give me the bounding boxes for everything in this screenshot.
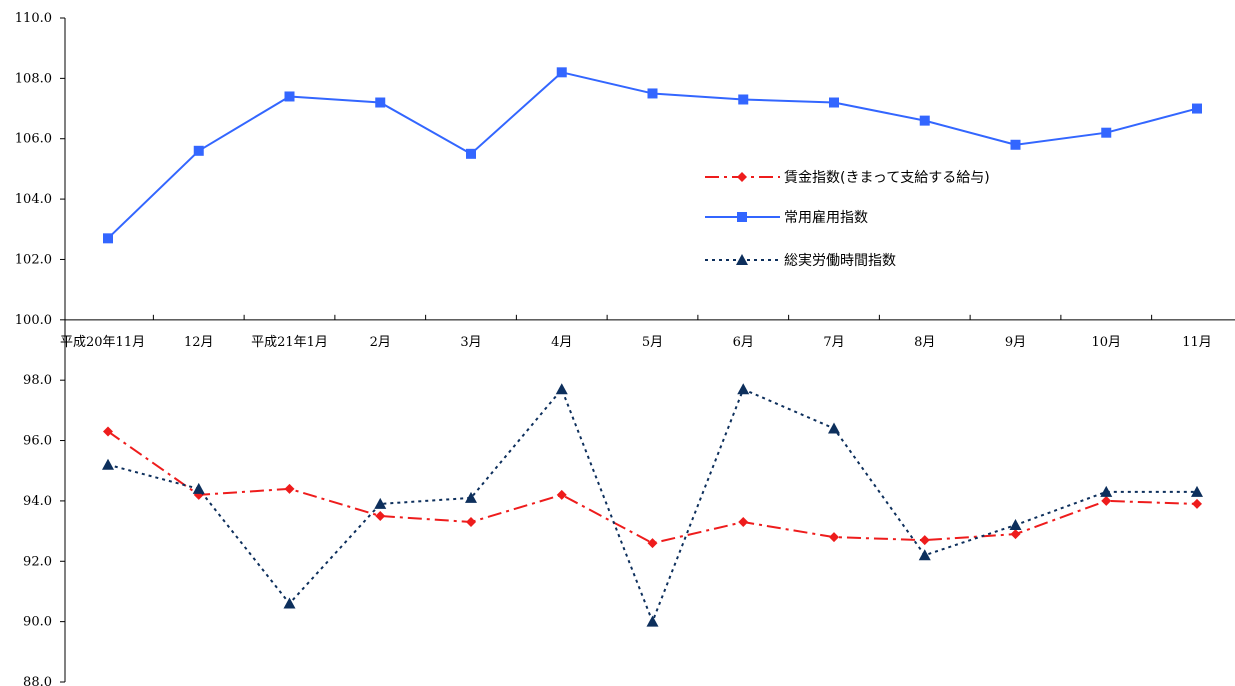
- data-point: [555, 383, 568, 395]
- y-tick-label: 98.0: [23, 373, 52, 388]
- data-point: [284, 91, 295, 102]
- data-point: [918, 549, 931, 561]
- y-tick-label: 94.0: [23, 494, 52, 509]
- y-tick-label: 90.0: [23, 615, 52, 630]
- y-axis: 88.0 90.0 92.0 94.0 96.0 98.0 100.0 102.0 104.0 1…: [15, 11, 66, 686]
- data-point: [1192, 103, 1202, 114]
- x-tick-label: 7月: [823, 335, 844, 350]
- legend-marker: [737, 212, 747, 222]
- y-tick-label: 96.0: [23, 434, 52, 449]
- data-point: [375, 97, 386, 108]
- data-point: [919, 115, 930, 126]
- data-point: [375, 511, 386, 521]
- legend-marker: [737, 172, 747, 182]
- x-tick-label: 9月: [1005, 335, 1026, 350]
- x-tick-label: 2月: [370, 335, 391, 350]
- data-point: [556, 489, 567, 500]
- data-point: [1100, 485, 1113, 497]
- legend-marker: [736, 254, 748, 265]
- data-point: [647, 88, 658, 99]
- y-tick-label: 108.0: [15, 71, 52, 86]
- data-point: [192, 482, 205, 494]
- x-tick-label: 8月: [914, 335, 935, 350]
- data-point: [102, 458, 114, 470]
- data-point: [737, 383, 750, 395]
- data-point: [193, 145, 204, 156]
- series-wage-index: [103, 426, 1202, 549]
- data-point: [1191, 485, 1203, 497]
- x-tick-label: 10月: [1091, 335, 1121, 350]
- series-hours-index: [102, 383, 1203, 627]
- x-axis: 平成20年11月 12月 平成21年1月 2月 3月 4月 5月 6月 7月 8月 9月 10月 11月: [60, 314, 1235, 350]
- data-point: [829, 532, 839, 543]
- data-point: [103, 426, 113, 437]
- data-point: [465, 491, 477, 503]
- data-point: [738, 517, 749, 528]
- legend-label: 賃金指数(きまって支給する給与): [784, 170, 990, 186]
- data-point: [1192, 498, 1202, 509]
- y-tick-label: 110.0: [15, 11, 52, 26]
- y-tick-label: 104.0: [15, 192, 52, 207]
- y-tick-label: 92.0: [23, 554, 52, 569]
- data-point: [647, 538, 658, 549]
- data-point: [374, 497, 387, 509]
- data-point: [1009, 519, 1022, 531]
- y-tick-label: 102.0: [15, 252, 52, 267]
- x-tick-label: 12月: [184, 335, 214, 350]
- x-tick-label: 4月: [551, 335, 572, 350]
- legend-label: 常用雇用指数: [784, 209, 868, 226]
- data-point: [466, 517, 476, 528]
- y-tick-label: 106.0: [15, 132, 52, 147]
- y-tick-label: 88.0: [23, 675, 52, 686]
- legend-item: 賃金指数(きまって支給する給与): [705, 170, 990, 186]
- data-point: [284, 483, 295, 494]
- data-point: [919, 535, 930, 546]
- data-point: [829, 97, 839, 108]
- data-point: [646, 615, 659, 627]
- legend-label: 総実労働時間指数: [784, 253, 896, 269]
- x-tick-label: 3月: [460, 335, 481, 350]
- x-tick-label: 5月: [642, 335, 663, 350]
- series-line: [107, 430, 1198, 545]
- data-point: [738, 94, 749, 105]
- data-point: [1101, 127, 1112, 138]
- data-point: [556, 67, 567, 78]
- series-layer: [102, 67, 1203, 627]
- x-tick-label: 平成20年11月: [60, 335, 145, 350]
- data-point: [283, 597, 296, 609]
- data-point: [1101, 495, 1112, 506]
- x-tick-label: 6月: [733, 335, 754, 350]
- data-point: [466, 148, 476, 159]
- data-point: [103, 233, 113, 244]
- series-line: [107, 388, 1197, 623]
- data-point: [1010, 529, 1021, 540]
- y-tick-label: 100.0: [15, 313, 52, 328]
- x-tick-label: 平成21年1月: [251, 335, 328, 350]
- legend-item: 総実労働時間指数: [705, 253, 896, 269]
- series-employment-index: [103, 67, 1202, 244]
- data-point: [1010, 139, 1021, 150]
- data-point: [828, 422, 840, 434]
- x-tick-label: 11月: [1182, 335, 1212, 350]
- legend-item: 常用雇用指数: [705, 209, 868, 226]
